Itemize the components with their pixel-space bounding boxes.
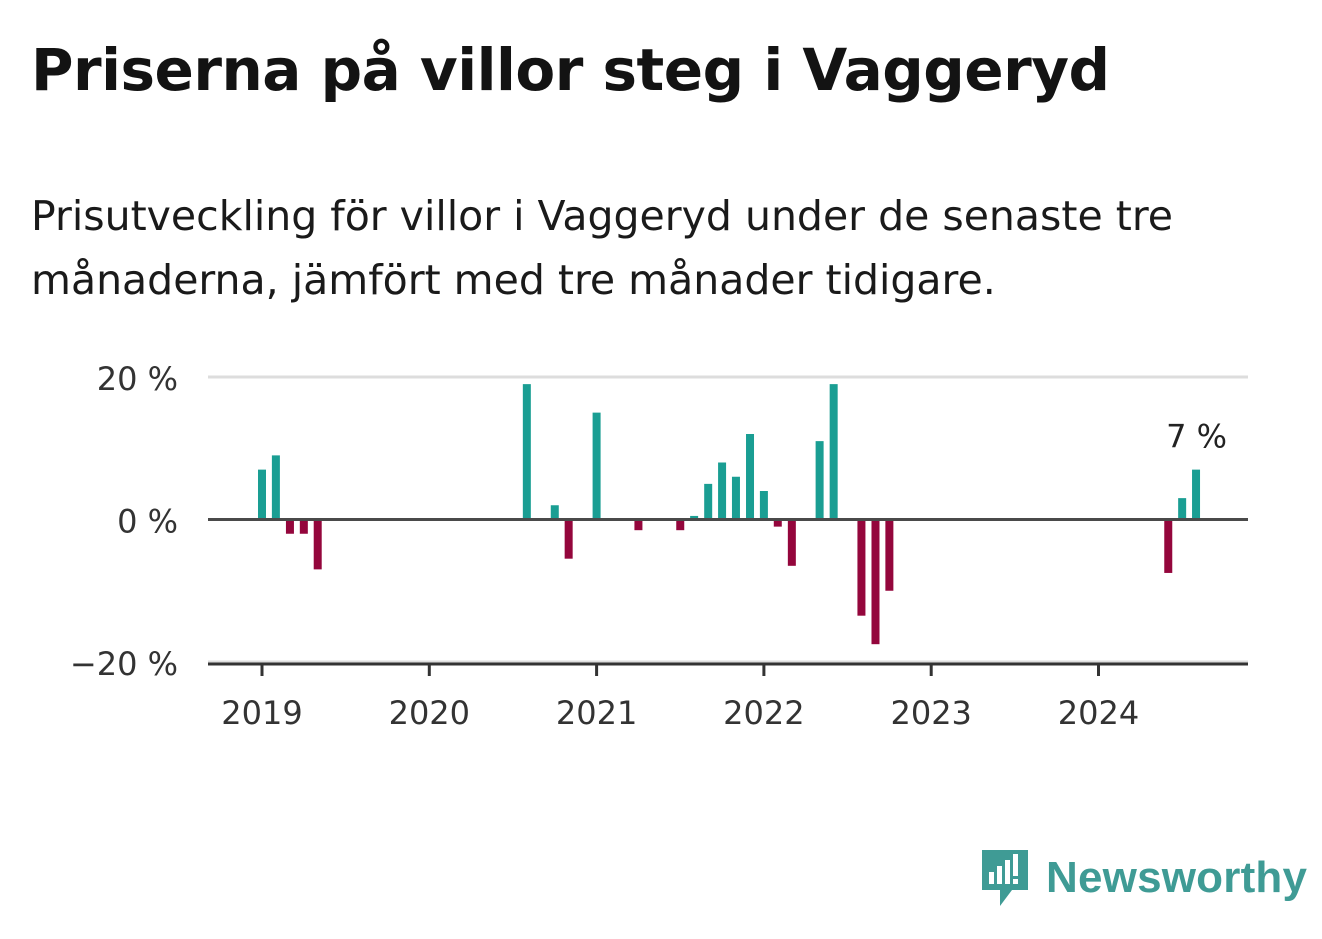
value-annotation: 7 % bbox=[1166, 418, 1227, 456]
x-tick-label: 2024 bbox=[1058, 694, 1139, 732]
y-tick-label: 0 % bbox=[117, 503, 178, 541]
bar bbox=[773, 519, 782, 527]
bar bbox=[676, 519, 685, 531]
bar bbox=[731, 476, 740, 520]
y-tick-label: 20 % bbox=[97, 360, 178, 398]
bar bbox=[271, 455, 280, 520]
bar bbox=[1178, 498, 1187, 520]
bar bbox=[704, 483, 713, 520]
bar bbox=[829, 384, 838, 520]
bar bbox=[857, 519, 866, 616]
bar bbox=[285, 519, 294, 534]
bar bbox=[313, 519, 322, 570]
y-tick-label: −20 % bbox=[70, 645, 178, 683]
bar bbox=[718, 462, 727, 520]
bar bbox=[746, 434, 755, 520]
bar bbox=[592, 412, 601, 520]
x-tick-label: 2022 bbox=[723, 694, 804, 732]
bar bbox=[299, 519, 308, 534]
bar bbox=[787, 519, 796, 566]
bar bbox=[871, 519, 880, 645]
bar bbox=[634, 519, 643, 531]
bars-layer bbox=[258, 384, 1201, 645]
bar bbox=[550, 505, 559, 520]
brand-name: Newsworthy bbox=[1046, 853, 1308, 902]
x-tick-label: 2020 bbox=[389, 694, 470, 732]
chart-title: Priserna på villor steg i Vaggeryd bbox=[31, 36, 1110, 104]
bar bbox=[885, 519, 894, 591]
x-tick-label: 2023 bbox=[890, 694, 971, 732]
newsworthy-logo-icon bbox=[982, 850, 1028, 906]
x-tick-label: 2019 bbox=[221, 694, 302, 732]
bar bbox=[815, 441, 824, 520]
bar bbox=[522, 384, 531, 520]
bar bbox=[258, 469, 266, 520]
chart-subtitle: Prisutveckling för villor i Vaggeryd und… bbox=[31, 192, 1173, 304]
x-tick-label: 2021 bbox=[556, 694, 637, 732]
bar bbox=[564, 519, 573, 559]
brand[interactable]: Newsworthy bbox=[980, 846, 1307, 910]
bar bbox=[759, 491, 768, 520]
bar bbox=[690, 515, 699, 520]
grid-layer bbox=[208, 375, 1248, 664]
bar bbox=[1164, 519, 1173, 573]
bar bbox=[1192, 469, 1201, 520]
bar-chart: 20 % 0 % −20 % 2019 2020 2021 2022 2023 2024 7 % bbox=[70, 360, 1248, 732]
axis-layer bbox=[208, 518, 1248, 676]
label-layer: 20 % 0 % −20 % 2019 2020 2021 2022 2023 2024 7 % bbox=[70, 360, 1227, 732]
